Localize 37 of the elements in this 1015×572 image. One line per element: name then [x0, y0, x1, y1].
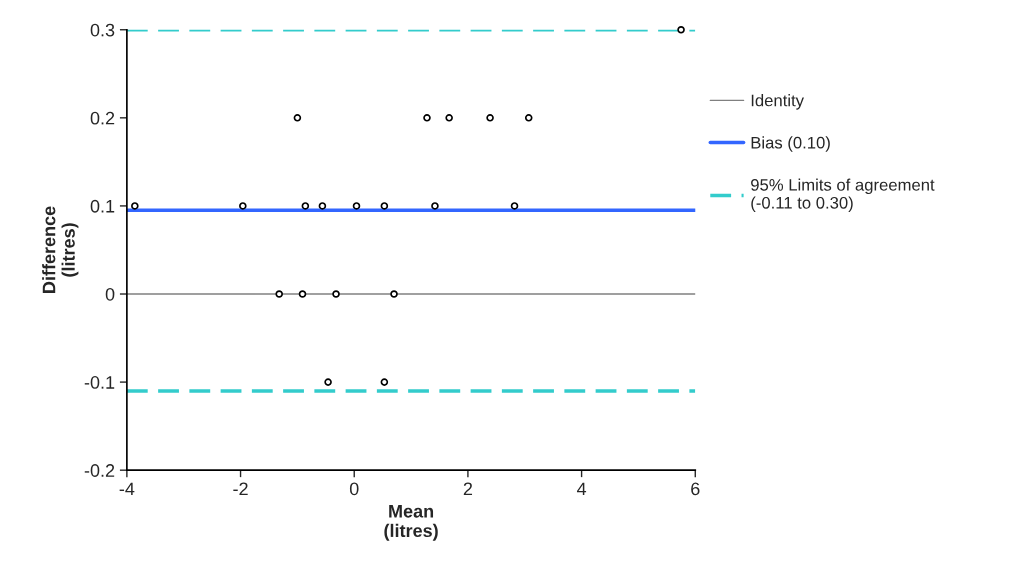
point — [293, 114, 302, 122]
x-tick-label: -2 — [233, 482, 248, 496]
x-tick-label: -4 — [119, 482, 135, 496]
point — [298, 290, 307, 298]
legend-label: 95% Limits of agreement (-0.11 to 0.30) — [751, 178, 935, 213]
point — [486, 114, 494, 122]
y-axis-title: Difference (litres) — [42, 206, 79, 293]
point — [301, 202, 310, 210]
point — [380, 202, 389, 210]
legend-label: Identity — [751, 94, 804, 110]
y-tick-label: -0.1 — [84, 376, 115, 389]
y-tick-label: 0.1 — [90, 199, 115, 213]
x-tick-label: 4 — [576, 482, 587, 496]
x-axis-title: Mean (litres) — [384, 505, 438, 541]
point — [239, 202, 247, 210]
point — [380, 378, 389, 386]
point — [423, 114, 431, 122]
y-tick-label: 0.2 — [90, 111, 115, 125]
y-tick-label: 0.3 — [90, 23, 115, 37]
point — [445, 114, 453, 122]
point — [275, 290, 283, 298]
point — [131, 202, 139, 210]
point — [390, 290, 398, 298]
y-tick-label: 0 — [105, 287, 115, 301]
point — [318, 202, 327, 210]
x-tick-label: 0 — [349, 482, 359, 496]
x-tick-label: 2 — [463, 482, 473, 496]
y-tick-label: -0.2 — [84, 464, 115, 477]
point — [324, 378, 332, 386]
point — [677, 25, 685, 34]
point — [510, 202, 519, 210]
point — [431, 202, 439, 210]
point — [352, 202, 361, 210]
x-tick-label: 6 — [691, 482, 700, 496]
point — [332, 290, 340, 298]
legend-label: Bias (0.10) — [751, 136, 830, 152]
point — [524, 114, 533, 122]
